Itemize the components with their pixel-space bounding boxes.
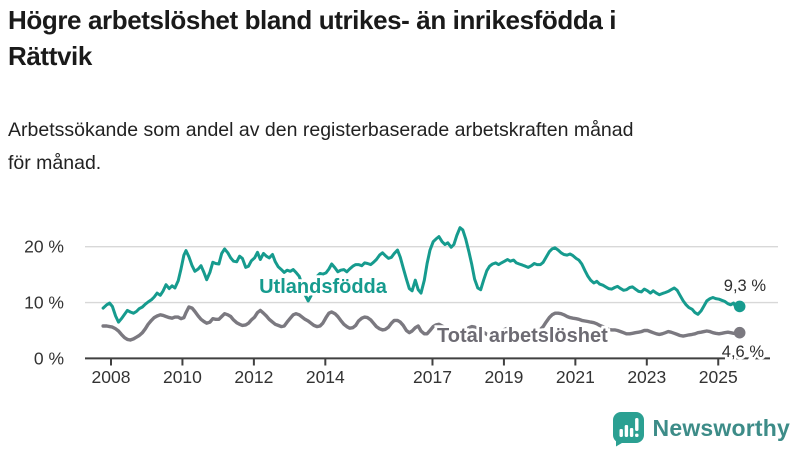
x-tick-label-2025: 2025 xyxy=(699,367,738,387)
subtitle-line-1: Arbetssökande som andel av den registerb… xyxy=(8,119,634,141)
x-tick-label-2012: 2012 xyxy=(234,367,273,387)
newsworthy-wordmark: Newsworthy xyxy=(652,415,790,441)
series-line-total xyxy=(101,305,742,342)
page-title: Högre arbetslöshet bland utrikes- än inr… xyxy=(8,2,794,74)
series-end-dot-utlandsfodda xyxy=(733,300,746,313)
title-line-2: Rättvik xyxy=(8,41,92,71)
chart-labels: 0 % 10 % 20 % 2008 2010 2012 2014 2017 2019 2021 2… xyxy=(24,237,769,387)
y-tick-label-20: 20 % xyxy=(24,237,64,257)
x-tick-label-2010: 2010 xyxy=(163,367,202,387)
series-line-utlandsfodda xyxy=(101,226,742,324)
end-value-label-total: 4,6 % xyxy=(722,343,765,361)
data-series xyxy=(101,226,746,342)
newsworthy-logo[interactable]: Newsworthy xyxy=(609,410,790,447)
x-tick-label-2014: 2014 xyxy=(306,367,345,387)
series-end-dot-total xyxy=(733,326,746,339)
end-value-label-utlandsfodda: 9,3 % xyxy=(724,277,767,295)
x-tick-label-2008: 2008 xyxy=(92,367,131,387)
chart-subtitle: Arbetssökande som andel av den registerb… xyxy=(8,114,788,180)
x-tick-label-2017: 2017 xyxy=(413,367,452,387)
subtitle-line-2: för månad. xyxy=(8,152,102,174)
series-label-total: Total arbetslöshet xyxy=(437,325,608,347)
x-tick-label-2023: 2023 xyxy=(627,367,666,387)
x-tick-label-2019: 2019 xyxy=(484,367,523,387)
title-line-1: Högre arbetslöshet bland utrikes- än inr… xyxy=(8,5,617,35)
x-tick-label-2021: 2021 xyxy=(556,367,595,387)
y-tick-label-10: 10 % xyxy=(24,293,64,313)
series-label-utlandsfodda: Utlandsfödda xyxy=(259,276,388,298)
x-axis xyxy=(85,357,770,366)
y-tick-label-0: 0 % xyxy=(34,348,64,368)
bar-chart-speech-bubble-icon xyxy=(612,412,644,447)
